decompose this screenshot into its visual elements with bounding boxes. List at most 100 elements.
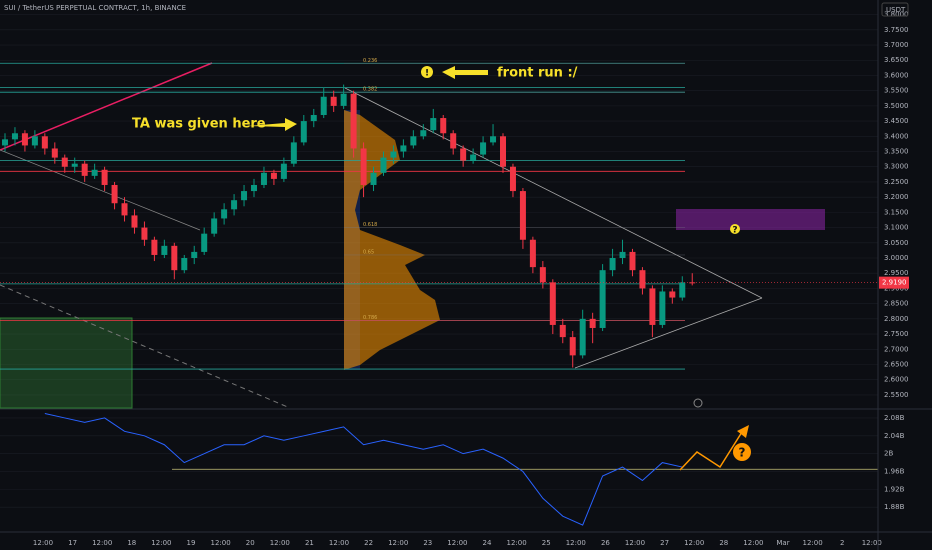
y-tick-label: 2.7500	[884, 330, 909, 338]
candle-body	[330, 96, 337, 106]
candle-body	[211, 218, 218, 234]
x-tick-label: 12:00	[447, 539, 467, 547]
candle-body	[141, 227, 148, 240]
candle-body	[549, 282, 556, 325]
candle-body	[161, 245, 168, 255]
y-tick-label: 3.7500	[884, 26, 909, 34]
candle-body	[231, 200, 238, 210]
x-tick-label: 28	[719, 539, 728, 547]
candle-body	[410, 136, 417, 146]
candle-body	[31, 136, 38, 146]
candle-body	[529, 239, 536, 268]
candle-body	[131, 215, 138, 228]
candle-body	[181, 258, 188, 271]
candle-body	[151, 239, 158, 255]
demand-zone	[0, 317, 133, 409]
alert-icon-label: !	[425, 69, 429, 79]
triangle-lower	[574, 297, 763, 369]
y-tick-label: 3.3000	[884, 163, 909, 171]
question-icon-label: ?	[739, 446, 746, 460]
candle-body	[480, 142, 487, 155]
y-tick-label: 3.0000	[884, 254, 909, 262]
x-tick-label: 12:00	[566, 539, 586, 547]
candle-body	[340, 93, 347, 106]
candle-body	[320, 96, 327, 116]
x-tick-label: 23	[423, 539, 432, 547]
y-tick-label: 2.08B	[884, 414, 905, 422]
y-tick-label: 2B	[884, 450, 893, 458]
y-tick-label: 1.92B	[884, 485, 905, 493]
y-tick-label: 2.8500	[884, 300, 909, 308]
candle-body	[61, 157, 68, 167]
last-price-tag	[879, 276, 909, 289]
x-tick-label: 12:00	[151, 539, 171, 547]
candle-body	[191, 251, 198, 259]
x-tick-label: 20	[246, 539, 255, 547]
chart-title: SUI / TetherUS PERPETUAL CONTRACT, 1h, B…	[4, 4, 186, 12]
candle-body	[669, 291, 676, 298]
y-tick-label: 3.0500	[884, 239, 909, 247]
x-tick-label: 12:00	[388, 539, 408, 547]
y-tick-label: 3.3500	[884, 148, 909, 156]
volume-profile	[344, 110, 440, 370]
y-tick-label: 3.2000	[884, 193, 909, 201]
y-tick-label: 3.4000	[884, 132, 909, 140]
candle-body	[440, 118, 447, 134]
candle-body	[280, 163, 287, 179]
x-tick-label: 12:00	[270, 539, 290, 547]
candle-body	[400, 145, 407, 152]
candle-body	[679, 282, 686, 298]
candle-body	[519, 191, 526, 240]
plot: 2.5500 2.6000 2.6500 2.7000 2.7500 2.8000 2.85…	[0, 11, 909, 547]
arrow	[442, 66, 488, 79]
x-tick-label: 26	[601, 539, 610, 547]
triangle-upper	[344, 87, 763, 299]
candle-body	[579, 318, 586, 356]
x-tick-label: 12:00	[625, 539, 645, 547]
candle-body	[689, 282, 696, 284]
candle-body	[71, 163, 78, 167]
candle-body	[649, 288, 656, 325]
candle-body	[490, 136, 497, 143]
candle-body	[609, 258, 616, 271]
x-tick-label: 12:00	[329, 539, 349, 547]
candle-body	[360, 148, 367, 185]
y-tick-label: 1.88B	[884, 503, 905, 511]
candle-body	[559, 324, 566, 338]
y-tick-label: 2.9500	[884, 269, 909, 277]
x-tick-label: 24	[483, 539, 492, 547]
x-tick-label: 2	[840, 539, 844, 547]
candle-body	[430, 118, 437, 131]
x-tick-label: 17	[68, 539, 77, 547]
y-tick-label: 3.8000	[884, 11, 909, 19]
arrow	[248, 118, 297, 131]
x-tick-label: 22	[364, 539, 373, 547]
trend-line	[0, 284, 291, 409]
x-tick-label: 12:00	[92, 539, 112, 547]
question-icon	[733, 443, 751, 461]
candle-body	[270, 172, 277, 179]
candle-body	[460, 148, 467, 161]
y-tick-label: 3.1000	[884, 224, 909, 232]
candle-body	[241, 191, 248, 201]
candle-body	[420, 130, 427, 137]
candle-body	[380, 157, 387, 173]
candle-body	[539, 267, 546, 283]
x-tick-label: 12:00	[743, 539, 763, 547]
fib-label: 0.618	[363, 222, 377, 228]
x-tick-label: 21	[305, 539, 314, 547]
candle-body	[659, 291, 666, 325]
y-tick-label: 2.8000	[884, 315, 909, 323]
candle-body	[569, 337, 576, 356]
fib-label: 0.236	[363, 58, 377, 64]
candle-body	[500, 136, 506, 167]
candle-body	[629, 251, 636, 271]
candle-body	[509, 166, 516, 192]
axis-unit-box	[881, 2, 909, 17]
candle-body	[51, 148, 58, 158]
x-tick-label: 27	[660, 539, 669, 547]
question-icon-label: ?	[732, 226, 737, 236]
y-tick-label: 3.6000	[884, 71, 909, 79]
annotation: TA was given here	[132, 117, 266, 132]
